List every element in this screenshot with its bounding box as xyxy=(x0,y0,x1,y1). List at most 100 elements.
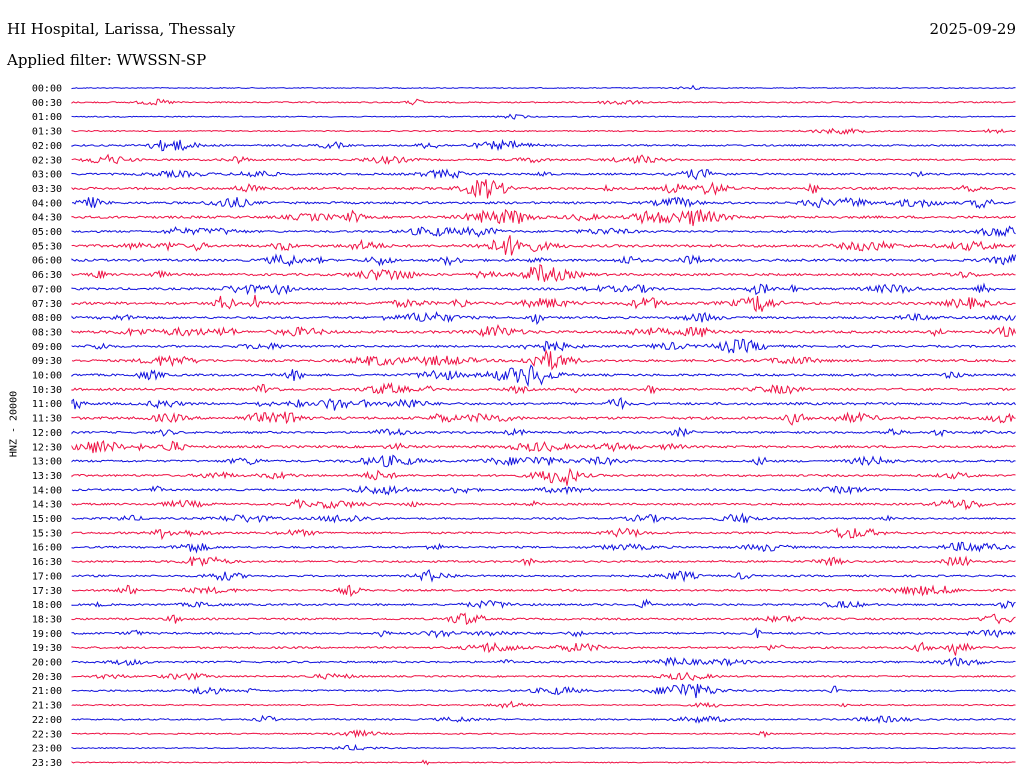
seismic-trace xyxy=(71,484,1016,496)
trace-time-label: 21:00 xyxy=(32,686,62,697)
trace-time-label: 05:30 xyxy=(32,241,62,252)
trace-time-label: 18:00 xyxy=(32,600,62,611)
trace-time-label: 00:30 xyxy=(32,98,62,109)
trace-time-label: 22:30 xyxy=(32,729,62,740)
trace-time-label: 20:30 xyxy=(32,672,62,683)
trace-time-label: 09:30 xyxy=(32,356,62,367)
seismic-trace xyxy=(71,311,1016,325)
seismic-trace xyxy=(71,396,1016,411)
seismic-trace xyxy=(71,426,1016,438)
seismic-trace xyxy=(71,598,1016,610)
trace-time-label: 22:00 xyxy=(32,715,62,726)
seismic-trace xyxy=(71,612,1016,625)
trace-time-label: 13:00 xyxy=(32,457,62,468)
trace-time-label: 18:30 xyxy=(32,614,62,625)
seismic-trace xyxy=(71,263,1016,283)
seismic-trace xyxy=(71,700,1016,709)
station-title: HI Hospital, Larissa, Thessaly xyxy=(7,20,236,38)
trace-time-label: 03:30 xyxy=(32,184,62,195)
seismic-trace xyxy=(71,555,1016,567)
seismic-trace xyxy=(71,84,1016,91)
seismic-trace xyxy=(71,208,1016,227)
trace-time-label: 16:30 xyxy=(32,557,62,568)
trace-time-label: 23:30 xyxy=(32,758,62,769)
trace-time-label: 12:00 xyxy=(32,428,62,439)
seismic-trace xyxy=(71,440,1016,454)
trace-time-label: 15:00 xyxy=(32,514,62,525)
trace-time-label: 02:30 xyxy=(32,155,62,166)
trace-labels: 00:00 00:30 01:00 01:30 02:00 02:30 03:00 03:30… xyxy=(32,84,62,769)
trace-time-label: 14:30 xyxy=(32,500,62,511)
trace-time-label: 19:30 xyxy=(32,643,62,654)
seismic-trace xyxy=(71,683,1016,699)
trace-time-label: 20:00 xyxy=(32,658,62,669)
seismic-trace xyxy=(71,364,1016,388)
trace-time-label: 08:30 xyxy=(32,327,62,338)
trace-time-label: 12:30 xyxy=(32,442,62,453)
seismic-trace xyxy=(71,627,1016,639)
trace-time-label: 01:30 xyxy=(32,127,62,138)
seismic-trace xyxy=(71,153,1016,165)
trace-time-label: 01:00 xyxy=(32,112,62,123)
seismic-trace xyxy=(71,656,1016,667)
trace-time-label: 10:00 xyxy=(32,371,62,382)
seismic-trace xyxy=(71,225,1016,238)
trace-time-label: 17:00 xyxy=(32,571,62,582)
seismic-trace xyxy=(71,411,1016,426)
trace-lines xyxy=(71,84,1016,766)
seismic-trace xyxy=(71,381,1016,395)
seismic-trace xyxy=(71,714,1016,724)
seismic-trace xyxy=(71,338,1016,354)
seismic-trace xyxy=(71,454,1016,468)
trace-time-label: 21:30 xyxy=(32,701,62,712)
trace-time-label: 09:00 xyxy=(32,342,62,353)
seismic-trace xyxy=(71,671,1016,681)
trace-time-label: 08:00 xyxy=(32,313,62,324)
seismic-trace xyxy=(71,113,1016,120)
trace-time-label: 10:30 xyxy=(32,385,62,396)
seismic-trace xyxy=(71,168,1016,181)
record-date: 2025-09-29 xyxy=(929,20,1016,38)
trace-time-label: 11:30 xyxy=(32,414,62,425)
trace-time-label: 07:00 xyxy=(32,284,62,295)
seismic-trace xyxy=(71,569,1016,583)
seismic-trace xyxy=(71,282,1016,296)
trace-time-label: 19:00 xyxy=(32,629,62,640)
seismic-trace xyxy=(71,759,1016,766)
seismic-trace xyxy=(71,527,1016,541)
seismic-trace xyxy=(71,253,1016,267)
seismic-trace xyxy=(71,196,1016,210)
seismic-trace xyxy=(71,498,1016,511)
seismic-trace xyxy=(71,98,1016,106)
trace-time-label: 04:30 xyxy=(32,213,62,224)
trace-time-label: 02:00 xyxy=(32,141,62,152)
seismic-trace xyxy=(71,467,1016,486)
trace-time-label: 06:00 xyxy=(32,256,62,267)
seismic-trace xyxy=(71,541,1016,554)
trace-time-label: 03:00 xyxy=(32,170,62,181)
seismic-trace xyxy=(71,323,1016,338)
trace-time-label: 23:00 xyxy=(32,744,62,755)
seismic-trace xyxy=(71,127,1016,135)
trace-time-label: 05:00 xyxy=(32,227,62,238)
trace-time-label: 14:00 xyxy=(32,485,62,496)
filter-label: Applied filter: WWSSN-SP xyxy=(7,51,207,69)
seismic-trace xyxy=(71,294,1016,313)
trace-time-label: 04:00 xyxy=(32,198,62,209)
trace-time-label: 06:30 xyxy=(32,270,62,281)
trace-time-label: 13:30 xyxy=(32,471,62,482)
trace-time-label: 17:30 xyxy=(32,586,62,597)
trace-time-label: 07:30 xyxy=(32,299,62,310)
seismic-trace xyxy=(71,584,1016,598)
seismic-trace xyxy=(71,138,1016,152)
seismic-trace xyxy=(71,512,1016,524)
trace-time-label: 11:00 xyxy=(32,399,62,410)
seismic-trace xyxy=(71,179,1016,199)
seismic-trace xyxy=(71,641,1016,656)
seismic-trace xyxy=(71,348,1016,371)
trace-time-label: 00:00 xyxy=(32,84,62,95)
trace-time-label: 15:30 xyxy=(32,528,62,539)
seismic-trace xyxy=(71,729,1016,739)
seismic-trace xyxy=(71,235,1016,256)
